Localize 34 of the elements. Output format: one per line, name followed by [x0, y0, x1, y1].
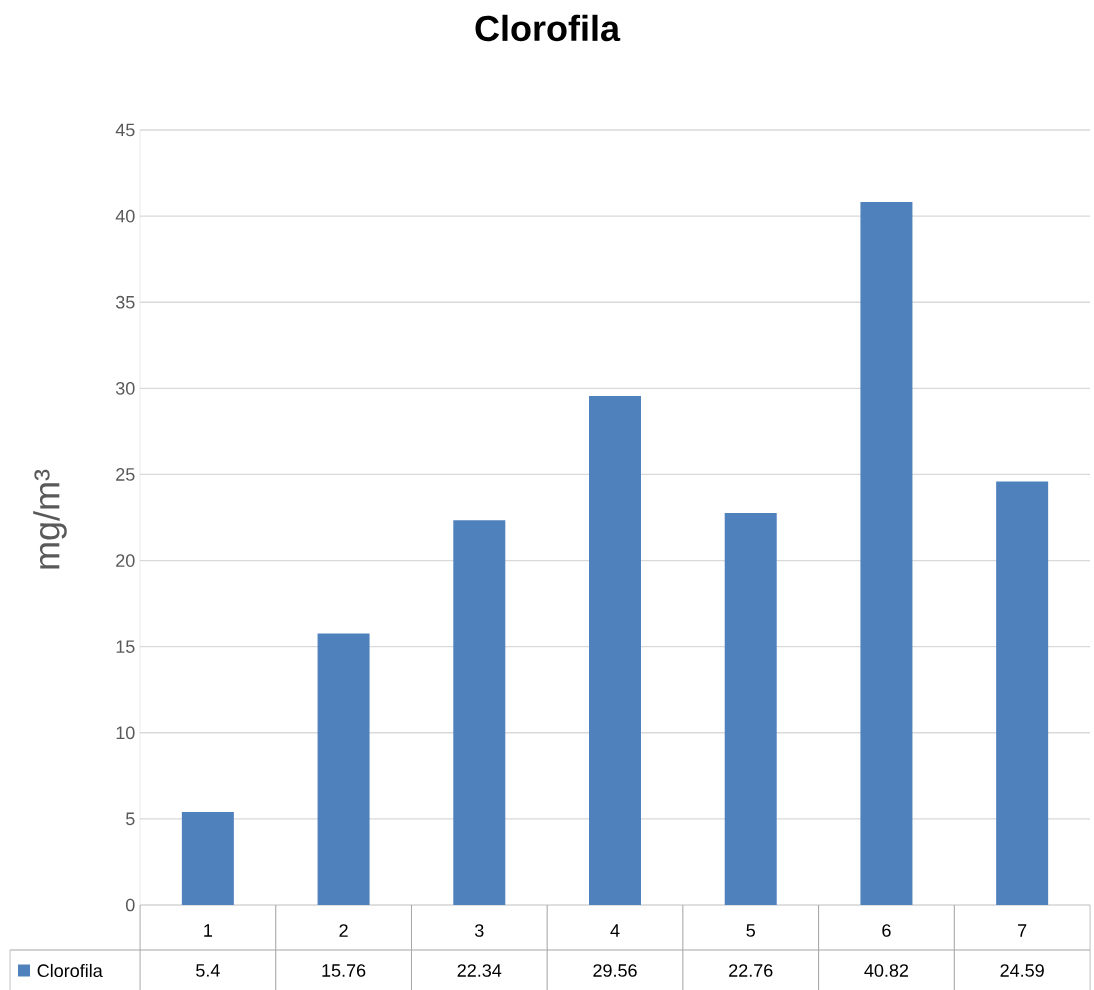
data-label: 22.34 — [457, 964, 502, 977]
x-tick-label: 7 — [1018, 924, 1027, 937]
bar — [724, 513, 777, 905]
data-label: 5.4 — [196, 964, 220, 977]
y-tick-label: 30 — [115, 381, 135, 395]
x-tick-label: 2 — [339, 924, 348, 937]
bar — [317, 633, 370, 905]
y-tick-label: 40 — [115, 209, 135, 223]
x-tick-label: 6 — [882, 924, 891, 937]
y-tick-label: 35 — [115, 295, 135, 309]
x-tick-label: 1 — [204, 924, 212, 937]
data-label: 40.82 — [864, 964, 909, 977]
y-tick-label: 0 — [126, 898, 135, 912]
x-tick-label: 3 — [474, 924, 484, 937]
bar — [860, 201, 913, 905]
y-tick-label: 10 — [116, 726, 135, 740]
x-tick-label: 4 — [610, 924, 620, 937]
y-tick-label: 25 — [116, 468, 135, 481]
legend-label: Clorofila — [37, 963, 103, 978]
data-label: 29.56 — [593, 964, 637, 977]
y-tick-label: 15 — [116, 640, 135, 653]
y-tick-label: 45 — [115, 123, 135, 137]
y-tick-label: 20 — [116, 554, 135, 567]
data-label: 22.76 — [729, 964, 773, 977]
y-tick-label: 5 — [126, 812, 135, 826]
data-label: 24.59 — [1000, 964, 1044, 977]
bar — [181, 812, 234, 905]
bar — [453, 520, 506, 905]
data-label: 15.76 — [322, 964, 366, 977]
bar — [589, 395, 642, 905]
y-axis-title: mg/m³ — [33, 469, 67, 569]
bar — [996, 481, 1049, 905]
chart-title: Clorofila — [475, 14, 621, 42]
x-tick-label: 5 — [746, 924, 755, 937]
